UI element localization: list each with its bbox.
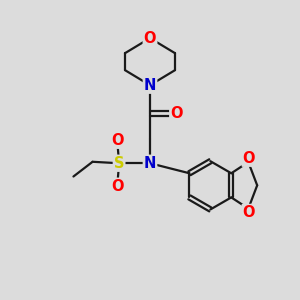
Text: O: O — [111, 179, 124, 194]
Text: O: O — [170, 106, 183, 121]
Text: O: O — [243, 151, 255, 166]
Text: N: N — [144, 78, 156, 93]
Text: O: O — [144, 31, 156, 46]
Text: O: O — [243, 205, 255, 220]
Text: S: S — [114, 156, 124, 171]
Text: O: O — [111, 133, 124, 148]
Text: N: N — [144, 156, 156, 171]
